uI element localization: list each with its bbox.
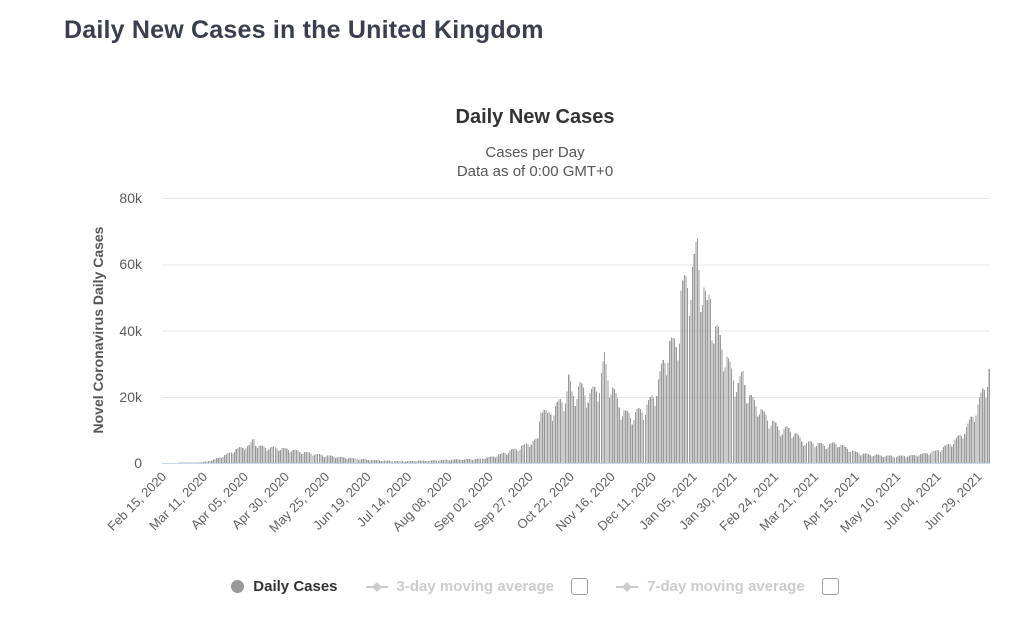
legend-item-7day-moving-average[interactable]: 7-day moving average [616, 578, 839, 595]
y-tick-label: 0 [134, 455, 142, 471]
chart-title: Daily New Cases [455, 106, 615, 128]
3day-moving-average-checkbox[interactable] [571, 578, 589, 595]
y-tick-label: 20k [119, 388, 142, 405]
legend-label-daily-cases: Daily Cases [253, 578, 338, 595]
legend-item-3day-moving-average[interactable]: 3-day moving average [365, 578, 589, 595]
y-tick-label: 40k [119, 322, 142, 339]
line-diamond-marker-icon [365, 581, 388, 592]
daily-cases-series-marker-icon [231, 580, 245, 593]
chart-legend: Daily Cases 3-day moving average 7-day m… [60, 578, 1010, 595]
legend-label-7day-moving-average: 7-day moving average [647, 578, 805, 595]
plot-area[interactable] [162, 198, 990, 465]
y-tick-label: 80k [119, 190, 142, 206]
page-title: Daily New Cases in the United Kingdom [64, 16, 544, 44]
daily-cases-bars [178, 238, 990, 464]
y-tick-label: 60k [119, 256, 142, 273]
chart-subtitle-line1: Cases per Day [485, 144, 585, 161]
line-diamond-marker-icon [616, 581, 639, 592]
legend-label-3day-moving-average: 3-day moving average [396, 578, 555, 595]
7day-moving-average-checkbox[interactable] [821, 578, 839, 595]
legend-item-daily-cases[interactable]: Daily Cases [231, 578, 338, 595]
chart-subtitle-line2: Data as of 0:00 GMT+0 [456, 163, 614, 180]
